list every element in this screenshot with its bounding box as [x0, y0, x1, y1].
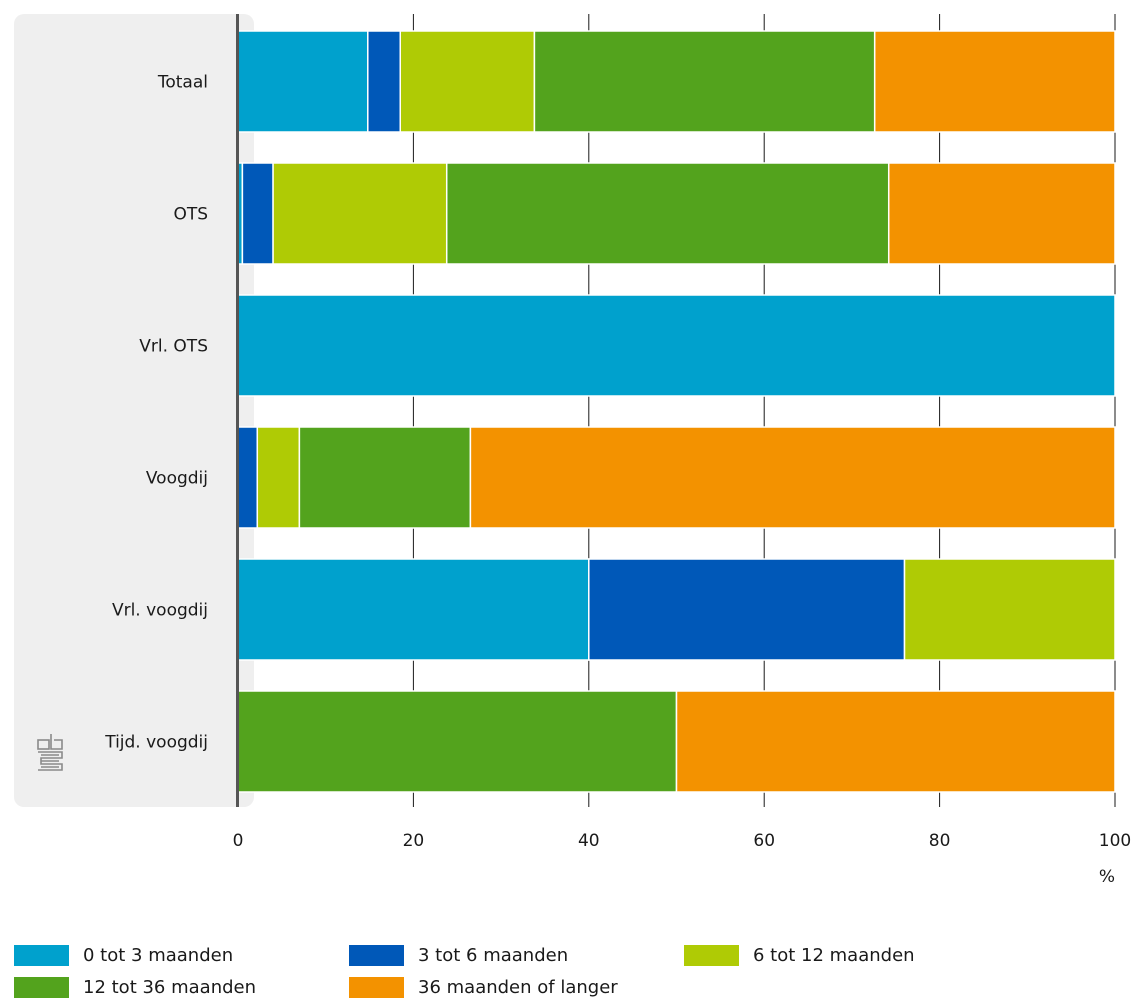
legend-swatch: [14, 944, 69, 966]
legend-swatch: [349, 976, 404, 998]
bar-segment: [873, 30, 1116, 133]
x-tick-label: 20: [403, 831, 425, 851]
bar-segment: [237, 30, 369, 133]
legend-label: 3 tot 6 maanden: [418, 944, 569, 966]
legend-item: 12 tot 36 maanden: [14, 974, 256, 1000]
category-label: Totaal: [157, 73, 208, 93]
gridlines: [412, 14, 1116, 807]
legend-label: 36 maanden of langer: [418, 976, 618, 998]
bar-segment: [588, 558, 906, 661]
category-label: OTS: [173, 205, 208, 225]
category-label: Voogdij: [146, 469, 208, 489]
bar-segment: [367, 30, 401, 133]
legend-label: 0 tot 3 maanden: [83, 944, 234, 966]
legend: 0 tot 3 maanden 3 tot 6 maanden 6 tot 12…: [14, 940, 1124, 1001]
bar-segment: [445, 162, 890, 265]
bar-segment: [298, 426, 472, 529]
bar-segment: [272, 162, 448, 265]
x-tick-labels: 0 20 40 60 80 100: [233, 831, 1132, 851]
category-label: Tijd. voogdij: [104, 733, 208, 753]
bar-segment: [237, 690, 678, 793]
x-tick-label: 40: [578, 831, 600, 851]
bar-segment: [237, 294, 1116, 397]
x-tick-label: 60: [753, 831, 775, 851]
x-axis-unit: %: [1099, 867, 1115, 887]
stacked-bar-chart: Totaal OTS Vrl. OTS Voogdij Vrl. voogdij Tijd…: [14, 14, 1132, 887]
legend-item: 0 tot 3 maanden: [14, 942, 233, 968]
legend-swatch: [14, 976, 69, 998]
x-tick-label: 0: [233, 831, 244, 851]
bar-segment: [256, 426, 301, 529]
bar-segment: [237, 558, 590, 661]
bar-segment: [241, 162, 274, 265]
category-labels: Totaal OTS Vrl. OTS Voogdij Vrl. voogdij Tijd…: [104, 73, 208, 753]
legend-label: 12 tot 36 maanden: [83, 976, 257, 998]
bars: [237, 30, 1116, 793]
bar-segment: [887, 162, 1116, 265]
legend-label: 6 tot 12 maanden: [753, 944, 915, 966]
bar-segment: [675, 690, 1116, 793]
legend-item: 3 tot 6 maanden: [349, 942, 568, 968]
bar-segment: [903, 558, 1116, 661]
legend-swatch: [349, 944, 404, 966]
bar-segment: [469, 426, 1116, 529]
x-tick-label: 80: [929, 831, 951, 851]
category-label-panel: [14, 14, 254, 807]
bar-segment: [237, 426, 259, 529]
x-tick-label: 100: [1099, 831, 1131, 851]
legend-item: 6 tot 12 maanden: [684, 942, 915, 968]
legend-item: 36 maanden of langer: [349, 974, 618, 1000]
bar-segment: [533, 30, 876, 133]
cbs-logo-icon: [37, 734, 63, 771]
legend-swatch: [684, 944, 739, 966]
category-label: Vrl. OTS: [139, 337, 208, 357]
category-label: Vrl. voogdij: [112, 601, 208, 621]
bar-segment: [399, 30, 536, 133]
